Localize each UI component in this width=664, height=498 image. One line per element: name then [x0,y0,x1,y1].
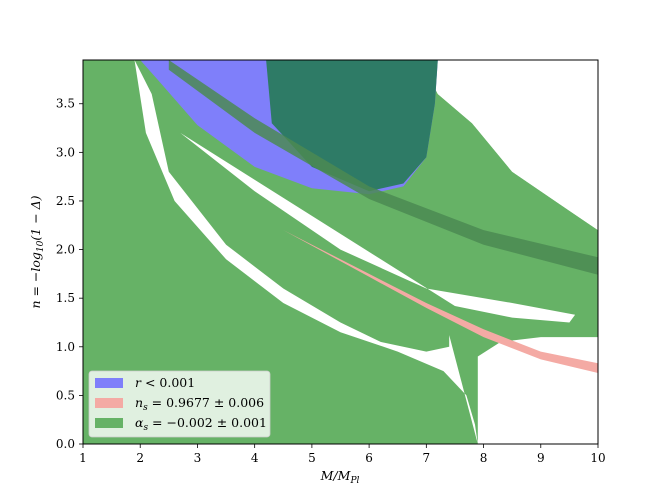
alpha-gap-lower [134,60,478,444]
legend-label-alpha: αs = −0.002 ± 0.001 [135,415,267,433]
legend-label-ns: ns = 0.9677 ± 0.006 [135,395,264,413]
y-tick-label: 0.0 [56,437,75,451]
x-tick-label: 5 [308,451,316,465]
legend-swatch-r [95,378,123,388]
y-tick-label: 2.5 [56,194,75,208]
legend-swatch-ns [95,398,123,408]
y-tick-label: 2.0 [56,243,75,257]
x-tick-label: 2 [136,451,144,465]
y-tick-label: 1.0 [56,340,75,354]
x-tick-label: 10 [590,451,605,465]
x-axis-label: M/MPl [320,468,360,486]
y-tick-label: 1.5 [56,291,75,305]
x-tick-label: 8 [480,451,488,465]
y-tick-label: 3.5 [56,97,75,111]
legend-box [88,370,271,438]
plot-frame [82,59,599,445]
x-tick-label: 3 [194,451,202,465]
x-tick-label: 9 [537,451,545,465]
x-tick-label: 6 [365,451,373,465]
x-tick-label: 4 [251,451,259,465]
plot-area [83,60,598,444]
y-axis: 0.0 0.5 1.0 1.5 2.0 2.5 3.0 3.5 [56,97,83,451]
y-tick-label: 3.0 [56,145,75,159]
y-axis-label: n = −log10(1 − Δ) [28,195,46,308]
ns-band [283,230,598,373]
legend: r < 0.001 ns = 0.9677 ± 0.006 αs = −0.002 … [88,370,271,438]
empty-upper-right [420,60,598,231]
legend-swatch-alpha [95,418,123,428]
overlap-band [168,60,598,275]
x-axis: 1 2 3 4 5 6 7 8 9 10 [79,444,606,465]
legend-label-r: r < 0.001 [135,375,195,390]
y-tick-label: 0.5 [56,388,75,402]
x-tick-label: 7 [423,451,431,465]
x-tick-label: 1 [79,451,87,465]
